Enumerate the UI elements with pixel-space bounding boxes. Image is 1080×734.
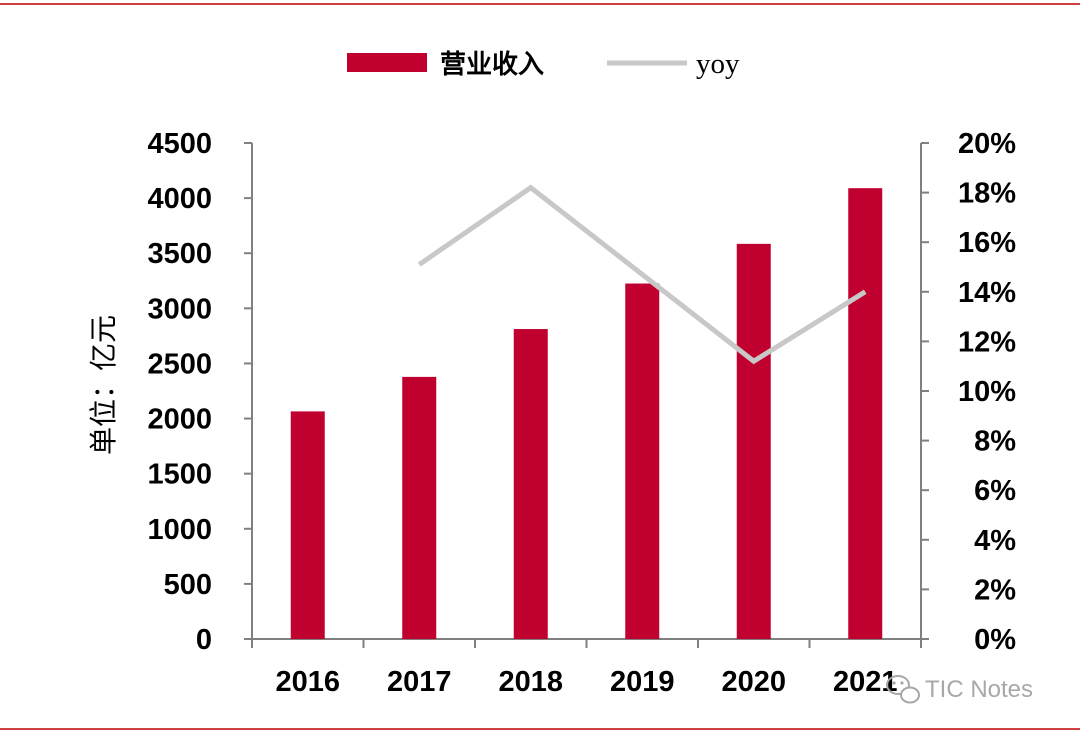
bar-2019	[625, 283, 660, 639]
x-tick-label: 2019	[610, 666, 675, 698]
wechat-icon	[886, 675, 920, 704]
legend-label-revenue: 营业收入	[440, 50, 544, 80]
bar-2017	[402, 376, 437, 639]
right-tick-label: 20%	[958, 128, 1016, 160]
legend-swatch-revenue	[347, 53, 427, 72]
left-tick-label: 3000	[147, 293, 212, 325]
bar-series	[290, 188, 883, 640]
yoy-line-path	[417, 184, 867, 365]
left-tick-label: 0	[196, 624, 212, 656]
x-tick-label: 2016	[275, 666, 340, 698]
axes	[251, 143, 922, 640]
x-tick-label: 2018	[498, 666, 563, 698]
left-tick-label: 2500	[147, 348, 212, 380]
left-tick-label: 4000	[147, 183, 212, 215]
legend: 营业收入 yoy	[347, 48, 740, 80]
left-tick-label: 4500	[147, 128, 212, 160]
left-tick-label: 3500	[147, 238, 212, 270]
left-tick-label: 500	[164, 569, 212, 601]
bar-2020	[736, 243, 771, 639]
bar-2021	[848, 188, 883, 640]
right-tick-label: 18%	[958, 178, 1016, 210]
left-tick-label: 1000	[147, 514, 212, 546]
right-tick-label: 16%	[958, 227, 1016, 259]
left-tick-label: 1500	[147, 459, 212, 491]
left-tick-label: 2000	[147, 404, 212, 436]
bar-2018	[513, 329, 548, 639]
legend-label-yoy: yoy	[696, 48, 740, 80]
left-axis-ticks: 0 500 1000 1500 2000 2500 3000 3500 4000 4500	[147, 128, 252, 656]
right-tick-label: 6%	[974, 475, 1016, 507]
x-tick-label: 2017	[387, 666, 452, 698]
x-axis-ticks: 2016 2017 2018 2019 2020 2021	[251, 639, 922, 698]
right-tick-label: 2%	[974, 574, 1016, 606]
x-tick-label: 2020	[721, 666, 786, 698]
watermark-text: TIC Notes	[925, 676, 1033, 703]
right-tick-label: 14%	[958, 277, 1016, 309]
line-series	[417, 184, 867, 365]
right-tick-label: 12%	[958, 326, 1016, 358]
right-tick-label: 4%	[974, 525, 1016, 557]
watermark: TIC Notes	[886, 675, 1033, 704]
y-axis-title: 单位：亿元	[87, 315, 120, 455]
right-axis-ticks: 0% 2% 4% 6% 8% 10% 12% 14% 16% 18% 20%	[921, 128, 1016, 656]
right-tick-label: 0%	[974, 624, 1016, 656]
right-tick-label: 8%	[974, 426, 1016, 458]
bar-2016	[290, 411, 325, 639]
right-tick-label: 10%	[958, 376, 1016, 408]
